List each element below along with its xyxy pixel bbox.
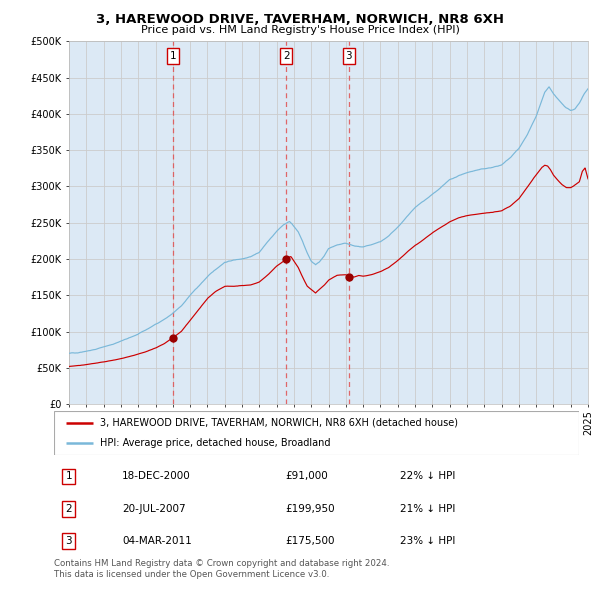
Text: HPI: Average price, detached house, Broadland: HPI: Average price, detached house, Broa…: [100, 438, 331, 448]
Text: 22% ↓ HPI: 22% ↓ HPI: [401, 471, 456, 481]
Text: 2: 2: [283, 51, 289, 61]
Text: Contains HM Land Registry data © Crown copyright and database right 2024.
This d: Contains HM Land Registry data © Crown c…: [54, 559, 389, 579]
Text: 1: 1: [65, 471, 72, 481]
Text: 20-JUL-2007: 20-JUL-2007: [122, 504, 186, 514]
Text: 3, HAREWOOD DRIVE, TAVERHAM, NORWICH, NR8 6XH: 3, HAREWOOD DRIVE, TAVERHAM, NORWICH, NR…: [96, 13, 504, 26]
Text: £175,500: £175,500: [285, 536, 335, 546]
FancyBboxPatch shape: [54, 411, 579, 455]
Text: £91,000: £91,000: [285, 471, 328, 481]
Text: £199,950: £199,950: [285, 504, 335, 514]
Text: 3: 3: [65, 536, 72, 546]
Text: 3, HAREWOOD DRIVE, TAVERHAM, NORWICH, NR8 6XH (detached house): 3, HAREWOOD DRIVE, TAVERHAM, NORWICH, NR…: [100, 418, 458, 428]
Text: 3: 3: [346, 51, 352, 61]
Text: 2: 2: [65, 504, 72, 514]
Text: 21% ↓ HPI: 21% ↓ HPI: [401, 504, 456, 514]
Text: 18-DEC-2000: 18-DEC-2000: [122, 471, 191, 481]
Text: Price paid vs. HM Land Registry's House Price Index (HPI): Price paid vs. HM Land Registry's House …: [140, 25, 460, 35]
Text: 23% ↓ HPI: 23% ↓ HPI: [401, 536, 456, 546]
Text: 04-MAR-2011: 04-MAR-2011: [122, 536, 192, 546]
Text: 1: 1: [169, 51, 176, 61]
